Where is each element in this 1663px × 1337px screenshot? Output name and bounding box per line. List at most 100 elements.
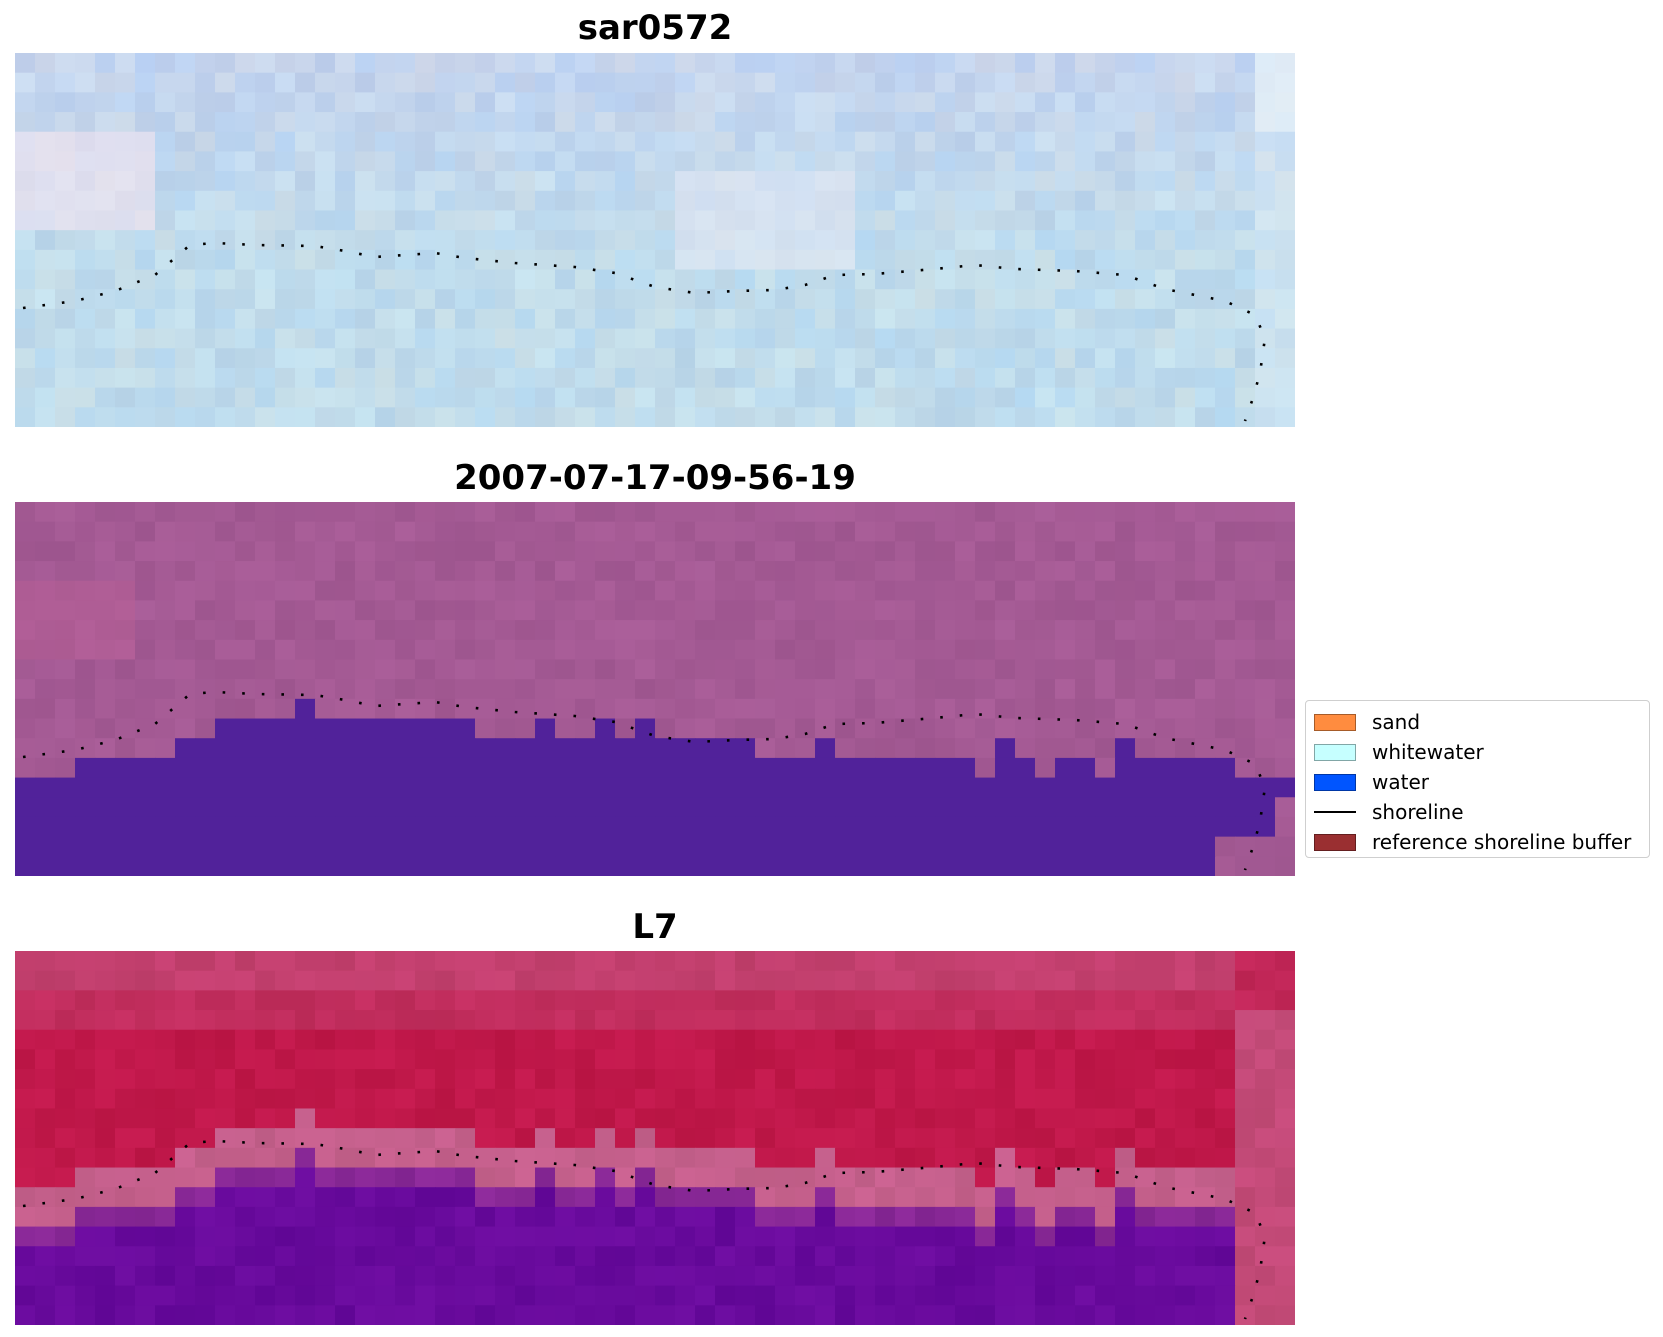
land-pixel — [875, 679, 896, 700]
rgb-pixel — [1255, 131, 1276, 153]
index-pixel — [155, 1010, 176, 1031]
rgb-pixel — [875, 190, 896, 212]
water-pixel — [335, 738, 356, 759]
land-pixel — [1195, 639, 1216, 661]
land-pixel — [415, 620, 436, 641]
index-pixel — [1095, 1265, 1116, 1287]
index-pixel — [535, 1049, 556, 1070]
rgb-pixel — [435, 131, 456, 153]
index-pixel — [235, 1010, 256, 1031]
rgb-pixel — [395, 328, 416, 349]
water-pixel — [195, 738, 216, 759]
rgb-pixel — [1175, 210, 1196, 231]
index-pixel — [475, 1088, 496, 1110]
index-pixel — [915, 1226, 936, 1247]
index-pixel — [255, 1285, 276, 1306]
rgb-pixel — [155, 72, 176, 93]
rgb-pixel — [135, 190, 156, 212]
index-pixel — [475, 1285, 496, 1306]
rgb-pixel — [415, 308, 436, 330]
rgb-pixel — [575, 328, 596, 349]
rgb-pixel — [1235, 269, 1256, 290]
land-pixel — [115, 580, 136, 602]
land-pixel — [915, 620, 936, 641]
index-pixel — [395, 1285, 416, 1306]
water-pixel — [1015, 797, 1036, 818]
index-pixel — [975, 1029, 996, 1051]
land-pixel — [315, 698, 336, 720]
rgb-pixel — [595, 151, 616, 172]
land-pixel — [295, 620, 316, 641]
water-pixel — [295, 797, 316, 818]
index-pixel — [1175, 1049, 1196, 1070]
rgb-pixel — [55, 348, 76, 369]
land-pixel — [1095, 757, 1116, 779]
water-pixel — [175, 797, 196, 818]
water-pixel — [1075, 797, 1096, 818]
water-pixel — [255, 836, 276, 857]
rgb-pixel — [495, 308, 516, 330]
rgb-pixel — [735, 151, 756, 172]
rgb-pixel — [735, 112, 756, 133]
index-pixel — [55, 1088, 76, 1110]
index-pixel — [695, 1049, 716, 1070]
rgb-pixel — [775, 328, 796, 349]
rgb-pixel — [695, 230, 716, 251]
land-pixel — [1275, 521, 1295, 542]
index-pixel — [395, 990, 416, 1011]
rgb-pixel — [675, 230, 696, 251]
water-pixel — [295, 777, 316, 798]
index-pixel — [75, 1128, 96, 1149]
rgb-pixel — [1155, 112, 1176, 133]
rgb-pixel — [1155, 230, 1176, 251]
rgb-pixel — [475, 131, 496, 153]
rgb-pixel — [395, 171, 416, 192]
index-pixel — [815, 970, 836, 991]
rgb-pixel — [735, 348, 756, 369]
rgb-pixel — [455, 269, 476, 290]
index-pixel — [1175, 1010, 1196, 1031]
water-pixel — [35, 797, 56, 818]
index-pixel — [755, 1088, 776, 1110]
water-pixel — [295, 698, 316, 720]
rgb-pixel — [15, 131, 36, 153]
rgb-pixel — [875, 308, 896, 330]
land-pixel — [1215, 521, 1236, 542]
index-pixel — [515, 1246, 536, 1267]
water-pixel — [215, 777, 236, 798]
index-pixel — [495, 1285, 516, 1306]
rgb-pixel — [235, 308, 256, 330]
land-pixel — [895, 620, 916, 641]
rgb-pixel — [55, 190, 76, 212]
rgb-pixel — [735, 230, 756, 251]
rgb-pixel — [315, 171, 336, 192]
water-pixel — [1015, 836, 1036, 857]
index-pixel — [535, 951, 556, 972]
rgb-pixel — [255, 72, 276, 93]
rgb-pixel — [315, 348, 336, 369]
index-pixel — [675, 1265, 696, 1287]
rgb-pixel — [835, 387, 856, 408]
water-pixel — [675, 856, 696, 876]
index-pixel — [295, 1167, 316, 1188]
index-pixel — [735, 1285, 756, 1306]
rgb-pixel — [1275, 308, 1295, 330]
water-pixel — [115, 797, 136, 818]
land-pixel — [395, 698, 416, 720]
index-pixel — [15, 990, 36, 1011]
land-pixel — [1035, 600, 1056, 621]
land-pixel — [1255, 521, 1276, 542]
index-pixel — [935, 951, 956, 972]
land-pixel — [175, 679, 196, 700]
index-pixel — [675, 1167, 696, 1188]
index-pixel — [735, 1226, 756, 1247]
rgb-pixel — [1135, 72, 1156, 93]
index-pixel — [755, 1010, 776, 1031]
rgb-pixel — [15, 72, 36, 93]
rgb-pixel — [855, 348, 876, 369]
index-pixel — [175, 1108, 196, 1129]
index-pixel — [795, 1029, 816, 1051]
shoreline-line-icon — [1314, 811, 1356, 813]
rgb-pixel — [955, 328, 976, 349]
index-pixel — [675, 1206, 696, 1228]
